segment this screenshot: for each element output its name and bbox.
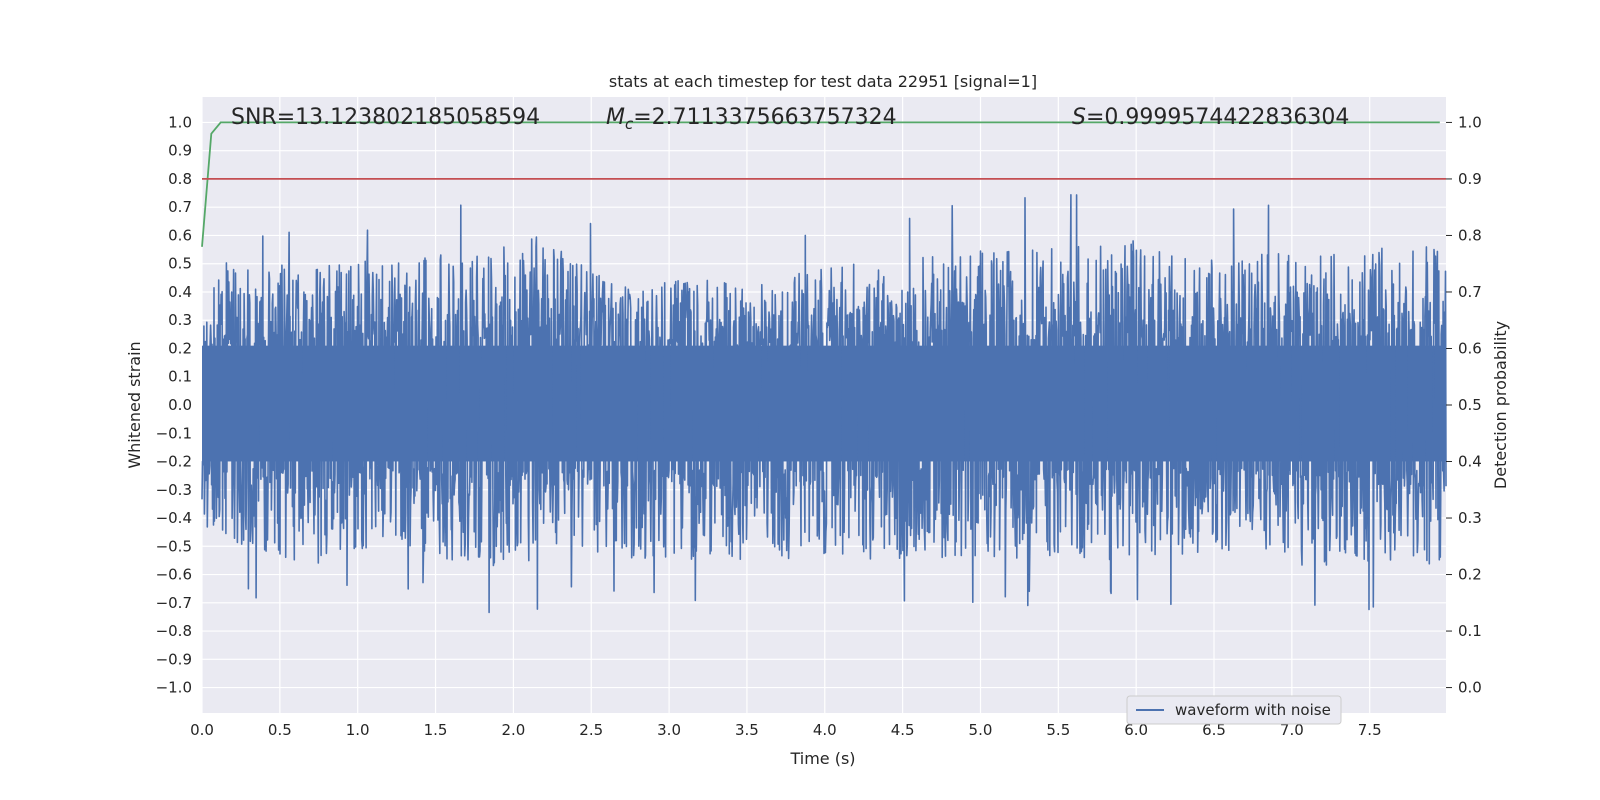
x-tick-label: 4.5 — [891, 721, 915, 739]
y-tick-label: 0.1 — [168, 368, 192, 386]
waveform-line — [201, 194, 1447, 614]
y-tick-label: 0.0 — [168, 396, 192, 414]
legend-entry-waveform: waveform with noise — [1175, 701, 1331, 719]
y-tick-label: 0.9 — [168, 142, 192, 160]
x-tick-label: 2.5 — [579, 721, 603, 739]
x-axis-label: Time (s) — [789, 749, 855, 768]
waveform-series — [201, 194, 1447, 614]
y-tick-label: −1.0 — [156, 679, 192, 697]
snr-annotation: SNR=13.123802185058594 — [231, 105, 540, 130]
y-tick-label: −0.4 — [156, 509, 192, 527]
y-tick-label: −0.5 — [156, 537, 192, 555]
x-tick-label: 5.5 — [1046, 721, 1070, 739]
x-tick-label: 1.0 — [346, 721, 370, 739]
x-tick-label: 4.0 — [813, 721, 837, 739]
detection-probability-line — [201, 121, 1440, 247]
y2-tick-label: 0.6 — [1458, 339, 1482, 357]
y-tick-label: −0.1 — [156, 424, 192, 442]
legend: waveform with noise — [1126, 695, 1342, 725]
x-tick-label: 6.0 — [1124, 721, 1148, 739]
x-tick-label: 5.0 — [969, 721, 993, 739]
y-tick-label: 0.3 — [168, 311, 192, 329]
tick-labels: 0.0 0.5 1.0 1.5 2.0 2.5 3.0 3.5 4.0 4.5 5.0 5.5 6.0 6… — [156, 113, 1482, 739]
x-tick-label: 6.5 — [1202, 721, 1226, 739]
y-tick-label: 0.2 — [168, 339, 192, 357]
x-tick-label: 1.5 — [424, 721, 448, 739]
y2-tick-label: 0.5 — [1458, 396, 1482, 414]
x-tick-label: 7.0 — [1280, 721, 1304, 739]
y-tick-label: 0.8 — [168, 170, 192, 188]
y-tick-label: −0.3 — [156, 481, 192, 499]
y2-tick-label: 0.3 — [1458, 509, 1482, 527]
y-tick-label: −0.2 — [156, 453, 192, 471]
y-tick-label: 0.4 — [168, 283, 192, 301]
x-tick-label: 3.5 — [735, 721, 759, 739]
y2-tick-label: 1.0 — [1458, 113, 1482, 131]
mc-annotation: Mc=2.7113375663757324 — [606, 105, 897, 133]
y2-tick-label: 0.1 — [1458, 622, 1482, 640]
y2-tick-label: 0.0 — [1458, 679, 1482, 697]
x-tick-label: 2.0 — [501, 721, 525, 739]
y-tick-label: −0.8 — [156, 622, 192, 640]
y-tick-label: 0.5 — [168, 255, 192, 273]
y2-tick-label: 0.8 — [1458, 226, 1482, 244]
legend-box — [1126, 695, 1342, 725]
y2-tick-label: 0.7 — [1458, 283, 1482, 301]
x-tick-label: 7.5 — [1358, 721, 1382, 739]
s-annotation: S=0.9999574422836304 — [1072, 105, 1349, 130]
y2-tick-label: 0.9 — [1458, 170, 1482, 188]
x-tick-label: 0.5 — [268, 721, 292, 739]
y-tick-label: 1.0 — [168, 113, 192, 131]
y2-tick-label: 0.4 — [1458, 453, 1482, 471]
y2-tick-label: 0.2 — [1458, 566, 1482, 584]
probability-series — [201, 121, 1446, 247]
chart-title: stats at each timestep for test data 229… — [609, 72, 1037, 91]
y2-axis-label: Detection probability — [1491, 321, 1510, 489]
y-axis-label: Whitened strain — [125, 341, 144, 468]
y-tick-label: −0.9 — [156, 650, 192, 668]
x-tick-label: 3.0 — [657, 721, 681, 739]
y-tick-label: −0.6 — [156, 566, 192, 584]
y-tick-label: 0.7 — [168, 198, 192, 216]
y-tick-label: −0.7 — [156, 594, 192, 612]
x-tick-label: 0.0 — [190, 721, 214, 739]
y-tick-label: 0.6 — [168, 226, 192, 244]
